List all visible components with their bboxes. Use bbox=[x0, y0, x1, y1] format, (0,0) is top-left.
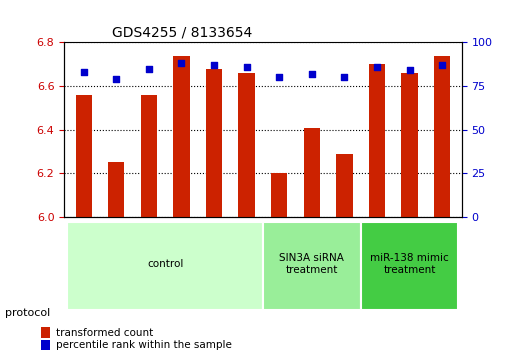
Point bbox=[405, 68, 413, 73]
Bar bbox=[336, 154, 352, 354]
Bar bbox=[304, 127, 320, 354]
Point bbox=[112, 76, 121, 82]
Point bbox=[275, 75, 283, 80]
Point bbox=[373, 64, 381, 70]
Bar bbox=[75, 95, 92, 354]
FancyBboxPatch shape bbox=[67, 222, 263, 310]
Point bbox=[243, 64, 251, 70]
Bar bbox=[108, 162, 125, 354]
FancyBboxPatch shape bbox=[361, 222, 459, 310]
Point bbox=[210, 62, 218, 68]
Point bbox=[145, 66, 153, 72]
Bar bbox=[206, 69, 222, 354]
Point bbox=[438, 62, 446, 68]
Text: miR-138 mimic
treatment: miR-138 mimic treatment bbox=[370, 253, 449, 275]
Text: transformed count: transformed count bbox=[56, 328, 154, 338]
Bar bbox=[173, 56, 190, 354]
Point bbox=[177, 61, 186, 66]
Bar bbox=[401, 73, 418, 354]
Bar bbox=[434, 56, 450, 354]
Point bbox=[80, 69, 88, 75]
Bar bbox=[239, 73, 255, 354]
FancyBboxPatch shape bbox=[263, 222, 361, 310]
Text: protocol: protocol bbox=[5, 308, 50, 318]
Point bbox=[308, 71, 316, 77]
Bar bbox=[141, 95, 157, 354]
Text: GDS4255 / 8133654: GDS4255 / 8133654 bbox=[112, 26, 252, 40]
Point bbox=[340, 75, 348, 80]
Text: control: control bbox=[147, 259, 183, 269]
Bar bbox=[271, 173, 287, 354]
Text: percentile rank within the sample: percentile rank within the sample bbox=[56, 340, 232, 350]
Text: SIN3A siRNA
treatment: SIN3A siRNA treatment bbox=[280, 253, 344, 275]
Bar bbox=[369, 64, 385, 354]
